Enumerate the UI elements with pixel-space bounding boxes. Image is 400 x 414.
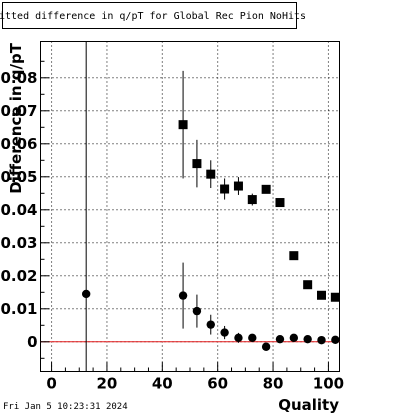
circle-marker-point (206, 314, 215, 335)
x-tick-label: 80 (263, 375, 284, 393)
circle-marker (248, 333, 257, 343)
square-marker-point (317, 290, 327, 300)
x-tick-label: 100 (313, 375, 344, 393)
y-tick-label: 0.01 (0, 300, 37, 318)
square-marker (275, 198, 285, 208)
chart-title: Fitted difference in q/pT for Global Rec… (0, 11, 306, 22)
y-tick-labels: 0 0.01 0.02 0.03 0.04 0.05 0.06 0.07 0.08 (0, 69, 37, 351)
circle-marker-point (317, 335, 326, 345)
circle-marker (331, 335, 340, 345)
x-tick-label: 40 (152, 375, 173, 393)
square-marker-point (233, 177, 243, 195)
x-tick-label: 60 (207, 375, 228, 393)
square-marker-point (178, 70, 188, 179)
square-marker (289, 251, 299, 261)
circle-marker-point (234, 332, 243, 343)
square-marker (233, 181, 243, 191)
circle-marker-point (275, 334, 285, 344)
square-marker (247, 195, 257, 205)
square-marker-point (330, 292, 340, 302)
circle-marker-point (178, 262, 188, 329)
circle-marker-point (303, 334, 312, 344)
data-layer (81, 41, 340, 372)
square-marker (178, 120, 188, 130)
circle-marker-point (81, 41, 91, 372)
circle-marker (317, 335, 326, 345)
circle-marker (275, 334, 285, 344)
circle-marker-point (289, 333, 299, 343)
plot-frame (40, 41, 340, 372)
square-marker (220, 184, 230, 194)
circle-marker-point (248, 333, 257, 343)
square-marker-point (220, 178, 230, 200)
circle-marker (192, 306, 202, 316)
x-axis-title: Quality (278, 396, 339, 414)
square-marker-point (289, 251, 299, 261)
x-tick-label: 0 (46, 375, 56, 393)
circle-marker (234, 333, 243, 343)
circle-marker-point (331, 335, 340, 345)
circle-marker (303, 334, 312, 344)
circle-marker-point (220, 325, 229, 340)
square-marker (317, 290, 327, 300)
circle-marker (261, 342, 271, 351)
x-tick-labels: 0 20 40 60 80 100 (46, 375, 344, 393)
footer-timestamp: Fri Jan 5 10:23:31 2024 (3, 402, 128, 412)
square-marker-point (247, 193, 257, 206)
square-marker (330, 292, 340, 302)
y-tick-label: 0 (27, 333, 37, 351)
y-axis-title: Difference in q/pT (7, 42, 25, 193)
square-marker (206, 169, 216, 179)
y-tick-label: 0.04 (0, 201, 37, 219)
circle-marker (206, 320, 215, 329)
circle-marker-point (261, 342, 271, 351)
y-tick-label: 0.02 (0, 267, 37, 285)
x-tick-label: 20 (97, 375, 118, 393)
square-marker-point (192, 139, 202, 188)
square-marker (192, 159, 202, 169)
square-marker (261, 184, 271, 194)
square-marker-point (261, 184, 271, 194)
square-marker-point (206, 160, 216, 189)
circle-marker (178, 291, 188, 300)
title-box (2, 2, 297, 29)
circle-marker-point (192, 294, 202, 328)
y-tick-label: 0.08 (0, 69, 37, 87)
circle-marker (289, 333, 299, 343)
square-marker (303, 280, 313, 290)
y-tick-label: 0.06 (0, 135, 37, 153)
circle-marker (81, 289, 91, 299)
square-marker-point (303, 280, 313, 290)
circle-marker (220, 328, 229, 337)
y-tick-label: 0.03 (0, 234, 37, 252)
y-tick-label: 0.07 (0, 102, 37, 120)
y-tick-label: 0.05 (0, 168, 37, 186)
axis-ticks (40, 60, 329, 372)
square-marker-point (275, 198, 285, 208)
